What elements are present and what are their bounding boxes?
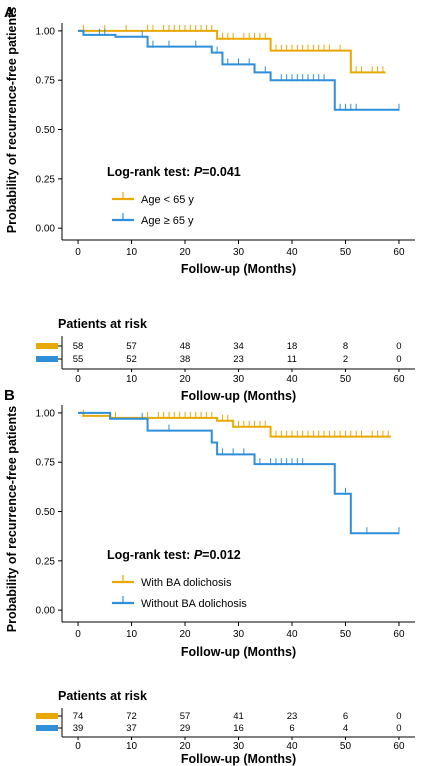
risk-count: 72 [126, 711, 137, 722]
risk-x-tick-label: 20 [179, 741, 191, 752]
risk-count: 16 [233, 723, 244, 734]
x-tick-label: 50 [340, 247, 352, 258]
x-tick-label: 10 [126, 247, 138, 258]
legend-label-series-1: Age < 65 y [141, 194, 194, 206]
p-label: P [194, 548, 203, 562]
x-tick-label: 60 [393, 629, 405, 640]
km-curve-series-2 [78, 411, 399, 535]
p-value: =0.012 [202, 548, 241, 562]
risk-count: 2 [343, 354, 348, 365]
risk-count: 48 [180, 341, 191, 352]
legend-label-series-2: Without BA dolichosis [141, 598, 247, 610]
risk-count: 52 [126, 354, 137, 365]
risk-x-tick-label: 0 [75, 741, 81, 752]
x-axis-title: Follow-up (Months) [181, 262, 296, 276]
risk-x-tick-label: 40 [286, 741, 298, 752]
risk-x-tick-label: 40 [286, 374, 298, 385]
y-tick-label: 0.25 [36, 174, 56, 185]
y-tick-label: 0.25 [36, 556, 56, 567]
x-tick-label: 50 [340, 629, 352, 640]
risk-row-swatch-1 [36, 713, 58, 719]
x-tick-label: 10 [126, 629, 138, 640]
x-tick-label: 0 [75, 247, 81, 258]
y-tick-label: 0.75 [36, 76, 56, 87]
risk-count: 0 [396, 711, 401, 722]
risk-count: 58 [73, 341, 84, 352]
risk-x-tick-label: 50 [340, 374, 352, 385]
risk-count: 11 [287, 354, 297, 365]
y-tick-label: 1.00 [36, 26, 56, 37]
risk-row-swatch-2 [36, 356, 58, 362]
log-rank-prefix: Log-rank test: [107, 548, 194, 562]
risk-x-tick-label: 10 [126, 374, 138, 385]
risk-count: 29 [180, 723, 191, 734]
risk-x-tick-label: 60 [393, 374, 405, 385]
risk-count: 57 [126, 341, 137, 352]
risk-count: 57 [180, 711, 191, 722]
log-rank-annotation: Log-rank test: P=0.041 [107, 165, 241, 179]
risk-count: 41 [233, 711, 244, 722]
risk-table-x-title: Follow-up (Months) [181, 389, 296, 403]
risk-count: 55 [73, 354, 84, 365]
y-axis-title: Probability of recurrence-free patients [5, 7, 19, 234]
risk-table-x-title: Follow-up (Months) [181, 752, 296, 766]
risk-table-title: Patients at risk [58, 317, 147, 331]
risk-x-tick-label: 30 [233, 741, 245, 752]
legend-label-series-1: With BA dolichosis [141, 577, 232, 589]
y-tick-label: 0.75 [36, 458, 56, 469]
risk-count: 23 [287, 711, 298, 722]
risk-count: 39 [73, 723, 84, 734]
risk-x-tick-label: 0 [75, 374, 81, 385]
x-tick-label: 40 [286, 629, 298, 640]
y-tick-label: 1.00 [36, 408, 56, 419]
x-tick-label: 30 [233, 247, 245, 258]
legend-label-series-2: Age ≥ 65 y [141, 215, 194, 227]
log-rank-annotation: Log-rank test: P=0.012 [107, 548, 241, 562]
risk-count: 23 [233, 354, 244, 365]
x-tick-label: 20 [179, 629, 191, 640]
risk-row-swatch-2 [36, 725, 58, 731]
km-curve-series-1 [78, 411, 391, 438]
risk-table-title: Patients at risk [58, 689, 147, 703]
x-tick-label: 30 [233, 629, 245, 640]
risk-count: 0 [396, 723, 401, 734]
panel-letter: A [4, 4, 15, 21]
p-label: P [194, 165, 203, 179]
y-tick-label: 0.00 [36, 606, 56, 617]
y-axis-title: Probability of recurrence-free patients [5, 406, 19, 633]
km-panel-b: B Probability of recurrence-free patients… [4, 387, 415, 766]
x-tick-label: 20 [179, 247, 191, 258]
risk-x-tick-label: 60 [393, 741, 405, 752]
risk-count: 38 [180, 354, 191, 365]
p-value: =0.041 [202, 165, 241, 179]
risk-x-tick-label: 50 [340, 741, 352, 752]
risk-count: 34 [233, 341, 244, 352]
x-tick-label: 0 [75, 629, 81, 640]
log-rank-prefix: Log-rank test: [107, 165, 194, 179]
x-tick-label: 60 [393, 247, 405, 258]
y-tick-label: 0.00 [36, 224, 56, 235]
risk-count: 0 [396, 341, 401, 352]
risk-x-tick-label: 10 [126, 741, 138, 752]
y-tick-label: 0.50 [36, 507, 56, 518]
risk-count: 6 [289, 723, 294, 734]
risk-count: 8 [343, 341, 348, 352]
x-axis-title: Follow-up (Months) [181, 645, 296, 659]
risk-count: 6 [343, 711, 348, 722]
panel-letter: B [4, 387, 15, 404]
risk-count: 37 [126, 723, 137, 734]
x-tick-label: 40 [286, 247, 298, 258]
y-tick-label: 0.50 [36, 125, 56, 136]
risk-row-swatch-1 [36, 343, 58, 349]
risk-x-tick-label: 20 [179, 374, 191, 385]
risk-x-tick-label: 30 [233, 374, 245, 385]
risk-count: 74 [73, 711, 84, 722]
km-curve-series-1 [78, 29, 386, 74]
risk-count: 18 [287, 341, 298, 352]
risk-count: 0 [396, 354, 401, 365]
risk-count: 4 [343, 723, 348, 734]
